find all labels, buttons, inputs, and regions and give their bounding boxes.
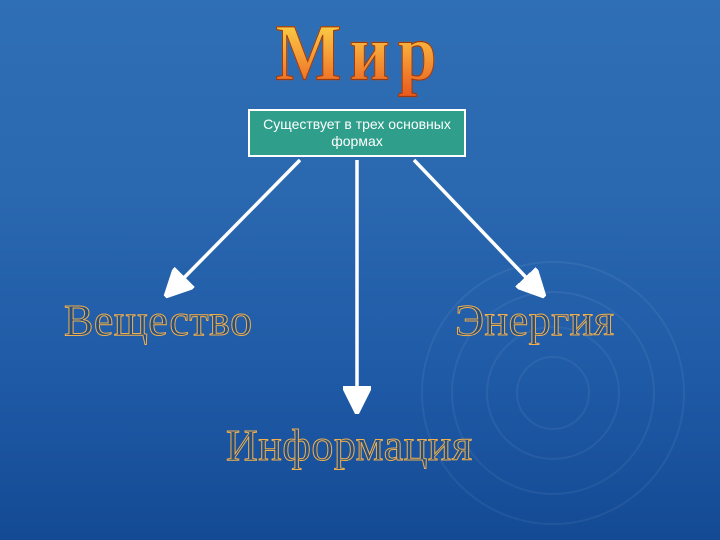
slide: Мир Существует в трех основных формах Ве… — [0, 0, 720, 540]
leaf-label-1: Вещество — [64, 295, 253, 346]
leaf-label-2: Энергия — [455, 295, 614, 346]
leaf-label-3: Информация — [226, 420, 473, 471]
title-wordart: Мир — [0, 8, 720, 100]
arrow-1 — [170, 160, 300, 292]
center-box: Существует в трех основных формах — [248, 109, 466, 157]
arrow-3 — [414, 160, 540, 292]
